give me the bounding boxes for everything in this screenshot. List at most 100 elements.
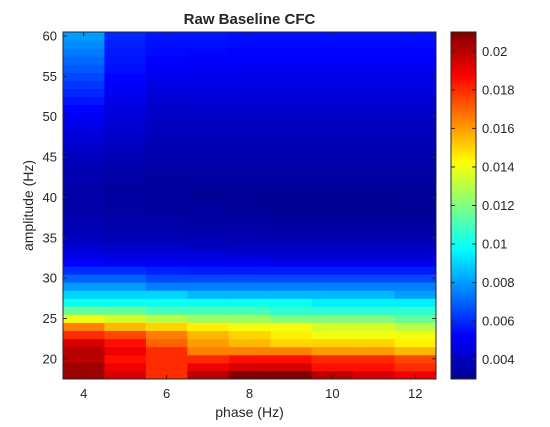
heatmap-cell [104, 193, 147, 202]
heatmap-cell [63, 144, 105, 154]
heatmap-cell [145, 72, 188, 81]
heatmap-cell [145, 32, 188, 41]
heatmap-cell [228, 56, 271, 65]
heatmap-cell [270, 96, 313, 106]
heatmap-cell [63, 40, 105, 49]
y-axis-label: amplitude (Hz) [20, 160, 36, 251]
y-tick-label: 20 [43, 351, 57, 366]
colorbar-tick-label: 0.014 [482, 159, 515, 174]
heatmap-cells [63, 32, 437, 380]
heatmap-cell [228, 249, 271, 259]
heatmap-cell [353, 161, 396, 170]
heatmap-cell [353, 144, 396, 154]
heatmap-cell [145, 128, 188, 138]
heatmap-cell [311, 112, 354, 122]
heatmap-cell [311, 338, 354, 348]
heatmap-cell [104, 266, 147, 275]
heatmap-cell [63, 266, 105, 275]
heatmap-cell [311, 161, 354, 170]
heatmap-cell [311, 266, 354, 275]
heatmap-cell [228, 306, 271, 315]
heatmap-cell [228, 201, 271, 211]
heatmap-cell [145, 233, 188, 243]
heatmap-cell [187, 48, 230, 57]
heatmap-cell [104, 322, 147, 332]
heatmap-cell [270, 193, 313, 202]
heatmap-cell [270, 104, 313, 114]
heatmap-cell [394, 282, 437, 291]
heatmap-cell [394, 32, 437, 41]
heatmap-cell [145, 274, 188, 283]
heatmap-cell [228, 72, 271, 81]
heatmap-cell [104, 217, 147, 227]
heatmap-cell [228, 282, 271, 291]
heatmap-cell [228, 128, 271, 138]
heatmap-cell [145, 169, 188, 178]
heatmap-cell [228, 274, 271, 283]
heatmap-cell [187, 128, 230, 138]
colorbar-tick-label: 0.02 [482, 44, 507, 59]
colorbar-tick-label: 0.006 [482, 314, 515, 329]
heatmap-cell [104, 136, 147, 146]
heatmap-cell [353, 209, 396, 219]
x-axis: 4 6 8 10 12 [80, 32, 423, 401]
heatmap-cell [228, 209, 271, 219]
heatmap-cell [353, 80, 396, 89]
heatmap-cell [394, 257, 437, 267]
heatmap-cell [311, 177, 354, 186]
heatmap-cell [63, 72, 105, 81]
heatmap-cell [311, 56, 354, 65]
heatmap-cell [104, 153, 147, 162]
heatmap-cell [63, 354, 105, 364]
colorbar-ticks: 0.004 0.006 0.008 0.01 0.012 0.014 0.016 0.018 0… [451, 44, 515, 367]
heatmap-cell [145, 306, 188, 315]
heatmap-cell [228, 330, 271, 340]
heatmap-cell [187, 298, 230, 307]
heatmap-cell [104, 96, 147, 106]
heatmap-cell [104, 177, 147, 186]
heatmap-cell [394, 209, 437, 219]
heatmap-cell [145, 314, 188, 324]
colorbar-tick-label: 0.016 [482, 121, 515, 136]
chart-title: Raw Baseline CFC [184, 11, 316, 28]
heatmap-cell [394, 241, 437, 251]
heatmap-cell [311, 128, 354, 138]
heatmap-cell [187, 112, 230, 122]
heatmap-cell [228, 193, 271, 202]
heatmap-cell [187, 217, 230, 227]
heatmap-cell [311, 32, 354, 41]
heatmap-cell [270, 330, 313, 340]
heatmap-cell [187, 249, 230, 259]
heatmap-cell [270, 169, 313, 178]
heatmap-cell [353, 64, 396, 73]
heatmap-cell [270, 266, 313, 275]
heatmap-cell [394, 306, 437, 315]
heatmap-cell [187, 274, 230, 283]
heatmap-cell [104, 249, 147, 259]
heatmap-cell [104, 48, 147, 57]
heatmap-cell [63, 88, 105, 98]
heatmap-cell [187, 225, 230, 235]
heatmap-cell [394, 185, 437, 194]
heatmap-cell [187, 56, 230, 65]
heatmap-cell [353, 193, 396, 202]
x-tick-label: 4 [80, 386, 87, 401]
heatmap-cell [311, 209, 354, 219]
heatmap-cell [353, 185, 396, 194]
heatmap-cell [63, 120, 105, 130]
heatmap-cell [311, 274, 354, 283]
heatmap-cell [228, 144, 271, 154]
heatmap-cell [145, 362, 188, 372]
heatmap-cell [187, 80, 230, 89]
heatmap-cell [145, 161, 188, 170]
heatmap-cell [145, 136, 188, 146]
heatmap-cell [353, 298, 396, 307]
heatmap-cell [353, 338, 396, 348]
heatmap-cell [353, 72, 396, 81]
heatmap-cell [270, 144, 313, 154]
heatmap-cell [270, 233, 313, 243]
heatmap-cell [145, 346, 188, 356]
heatmap-cell [270, 346, 313, 356]
heatmap-cell [394, 249, 437, 259]
heatmap-cell [353, 354, 396, 364]
